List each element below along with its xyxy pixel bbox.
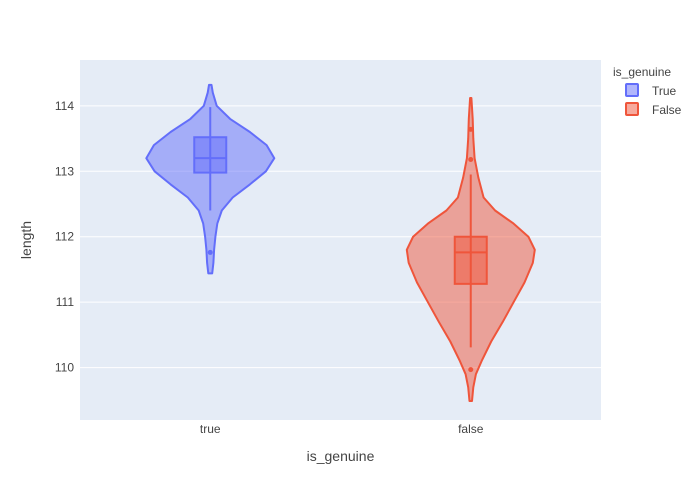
legend-label-true: True: [652, 84, 677, 98]
y-tick-labels: 110 111 112 113 114: [55, 99, 74, 375]
outlier-point: [468, 126, 474, 132]
iqr-box: [453, 235, 488, 285]
legend-label-false: False: [652, 103, 682, 117]
legend-title: is_genuine: [613, 65, 671, 79]
y-axis-title: length: [18, 221, 34, 259]
legend-swatch-false: [625, 102, 639, 116]
violin-false[interactable]: [405, 96, 536, 403]
y-tick-label: 112: [55, 230, 74, 244]
outlier-point: [207, 249, 213, 255]
outlier-point: [468, 156, 474, 162]
y-tick-label: 111: [56, 295, 75, 309]
y-tick-label: 113: [55, 164, 74, 178]
x-axis-title: is_genuine: [307, 448, 375, 464]
x-tick-label: false: [458, 422, 484, 436]
legend-swatch-true: [625, 83, 639, 97]
y-tick-label: 114: [55, 99, 74, 113]
y-tick-label: 110: [55, 361, 74, 375]
violin-layer: [145, 83, 536, 403]
violin-true[interactable]: [145, 83, 276, 275]
legend: is_genuine True False: [613, 65, 682, 117]
outlier-point: [468, 367, 474, 373]
legend-item-false[interactable]: False: [625, 102, 682, 117]
x-tick-label: true: [200, 422, 221, 436]
x-tick-labels: true false: [200, 422, 484, 436]
legend-item-true[interactable]: True: [625, 83, 677, 98]
iqr-box: [193, 136, 228, 174]
